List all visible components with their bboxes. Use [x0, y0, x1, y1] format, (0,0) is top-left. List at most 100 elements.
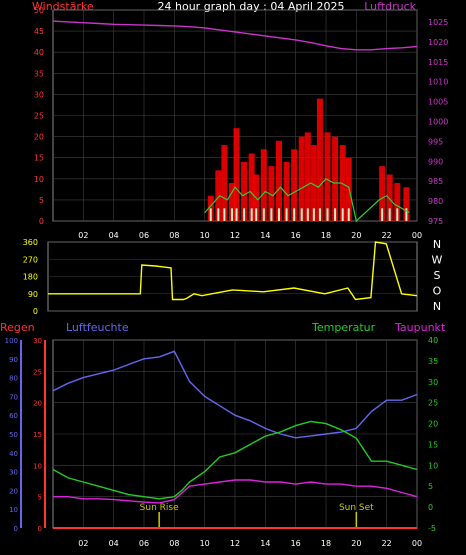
direction-tick-label: 90 — [28, 290, 38, 299]
pressure-tick-label: 975 — [428, 217, 443, 226]
wind-x-tick-label: 04 — [109, 231, 119, 240]
calm-bar — [381, 208, 384, 221]
gust-bar — [233, 128, 240, 221]
pressure-tick-label: 1010 — [428, 78, 448, 87]
sun-markers: Sun Rise Sun Set — [140, 503, 374, 528]
calm-bar — [230, 208, 233, 221]
direction-tick-label: 0 — [33, 307, 38, 316]
gust-bar — [275, 140, 282, 221]
climate-panel: Regen Luftfeuchte Temperatur Taupunkt 0 1… — [0, 321, 446, 548]
gust-bar — [386, 174, 393, 221]
calm-bar — [250, 208, 253, 221]
gust-bar — [221, 145, 228, 221]
wind-tick-label: 50 — [34, 6, 44, 15]
temperature-tick-label: 5 — [428, 482, 433, 491]
gust-bar — [260, 149, 267, 221]
pressure-tick-label: 1020 — [428, 38, 448, 47]
calm-bar — [255, 208, 258, 221]
humidity-tick-label: 60 — [9, 412, 18, 420]
calm-bar — [293, 208, 296, 221]
gust-bars — [207, 98, 410, 221]
gust-bar — [304, 132, 311, 221]
gust-bar — [283, 161, 290, 221]
rain-tick-label: 25 — [33, 368, 42, 376]
temperature-y-ticks: -5 0 5 10 15 20 25 30 35 40 — [428, 336, 438, 533]
calm-bar — [223, 208, 226, 221]
calm-bar — [306, 208, 309, 221]
pressure-line — [52, 20, 418, 51]
dewpoint-line — [53, 479, 418, 504]
climate-x-tick-label: 06 — [139, 539, 149, 548]
calm-bar — [270, 208, 273, 221]
direction-tick-label: 180 — [23, 273, 38, 282]
humidity-tick-label: 90 — [9, 356, 18, 364]
humidity-tick-label: 10 — [9, 506, 18, 514]
climate-x-tick-label: 16 — [291, 539, 301, 548]
gust-bar — [316, 98, 323, 221]
wind-tick-label: 5 — [39, 196, 44, 205]
gust-bar — [403, 187, 410, 221]
calm-bar — [388, 208, 391, 221]
wind-tick-label: 10 — [34, 175, 44, 184]
wind-lines — [52, 20, 418, 223]
compass-label: N — [433, 238, 441, 251]
climate-x-tick-label: 12 — [230, 539, 240, 548]
pressure-tick-label: 1025 — [428, 18, 448, 27]
temperature-tick-label: -5 — [428, 524, 436, 533]
humidity-tick-label: 20 — [9, 487, 18, 495]
compass-label: O — [433, 285, 442, 298]
rain-tick-label: 20 — [33, 400, 42, 408]
wind-tick-label: 15 — [34, 154, 44, 163]
climate-x-tick-label: 14 — [260, 539, 270, 548]
wind-tick-label: 20 — [34, 133, 44, 142]
gust-bar — [248, 153, 255, 221]
wind-tick-label: 25 — [34, 112, 44, 121]
pressure-tick-label: 980 — [428, 197, 443, 206]
humidity-tick-label: 100 — [5, 337, 18, 345]
temperature-line — [52, 420, 418, 500]
rain-label: Regen — [0, 321, 35, 334]
gust-bar — [268, 166, 275, 221]
humidity-tick-label: 50 — [9, 431, 18, 439]
climate-x-tick-label: 18 — [321, 539, 331, 548]
climate-lines — [52, 350, 418, 529]
temperature-tick-label: 40 — [428, 336, 438, 345]
wind-x-tick-label: 02 — [78, 231, 88, 240]
wind-x-tick-label: 08 — [169, 231, 179, 240]
calm-bar — [262, 208, 265, 221]
calm-bar — [285, 208, 288, 221]
climate-x-ticks: 02 04 06 08 10 12 14 16 18 20 22 00 — [78, 539, 422, 548]
calm-bar — [326, 208, 329, 221]
compass-label: S — [434, 269, 441, 282]
calm-bar — [209, 208, 212, 221]
temperature-tick-label: 20 — [428, 420, 438, 429]
wind-tick-label: 30 — [34, 90, 44, 99]
humidity-tick-label: 0 — [14, 525, 18, 533]
wind-tick-label: 45 — [34, 27, 44, 36]
wind-x-tick-label: 22 — [382, 231, 392, 240]
gust-bar — [324, 132, 331, 221]
direction-y-ticks: 0 90 180 270 360 — [23, 238, 38, 316]
gust-bar — [298, 136, 305, 221]
dewpoint-label: Taupunkt — [394, 321, 446, 334]
direction-tick-label: 270 — [23, 255, 38, 264]
calm-bar — [405, 208, 408, 221]
direction-tick-label: 360 — [23, 238, 38, 247]
gust-bar — [379, 166, 386, 221]
direction-line — [48, 241, 418, 301]
humidity-label: Luftfeuchte — [66, 321, 129, 334]
wind-pressure-panel: 24 hour graph day : 04 April 2025 Windst… — [32, 0, 448, 240]
humidity-tick-label: 30 — [9, 469, 18, 477]
direction-line — [48, 241, 418, 301]
chart-title: 24 hour graph day : 04 April 2025 — [158, 0, 345, 13]
rain-tick-label: 10 — [33, 462, 42, 470]
rain-tick-label: 0 — [38, 525, 42, 533]
gust-bar — [339, 145, 346, 221]
wind-avg-line — [204, 178, 410, 223]
temperature-tick-label: 30 — [428, 378, 438, 387]
calm-bar — [300, 208, 303, 221]
rain-tick-label: 5 — [38, 494, 42, 502]
pressure-tick-label: 990 — [428, 157, 443, 166]
